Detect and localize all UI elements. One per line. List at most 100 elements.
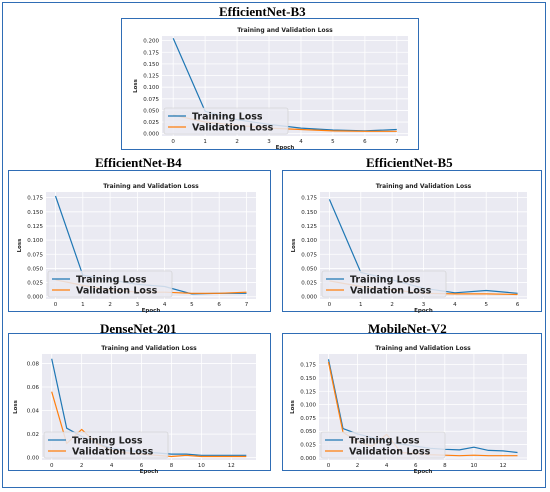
- legend-label: Validation Loss: [72, 447, 154, 458]
- y-tick-label: 0.06: [27, 385, 40, 391]
- chart-svg-efficientnet-b4: 0.000 0.025 0.050 0.075 0.100 0.125 0.150 0.175…: [17, 183, 256, 314]
- y-tick-label: 0.050: [301, 266, 317, 272]
- y-tick-label: 0.075: [301, 252, 317, 258]
- y-tick-label: 0.025: [301, 281, 317, 287]
- x-axis-label: Epoch: [142, 308, 161, 314]
- x-tick-label: 6: [217, 302, 221, 308]
- y-tick-label: 0.150: [27, 210, 43, 216]
- y-tick-label: 0.125: [143, 74, 159, 80]
- y-axis-label: Loss: [13, 399, 19, 414]
- x-axis-label: Epoch: [140, 469, 159, 475]
- x-tick-label: 6: [140, 463, 144, 469]
- x-tick-label: 2: [235, 139, 239, 145]
- y-tick-label: 0.04: [27, 409, 40, 415]
- chart-svg-efficientnet-b3: 0.000 0.025 0.050 0.075 0.100 0.125 0.150 0.175…: [133, 27, 408, 151]
- chart-panel-efficientnet-b4: 0.000 0.025 0.050 0.075 0.100 0.125 0.150 0.175…: [8, 170, 271, 314]
- panel-title-mobilenet-v2: MobileNet-V2: [368, 321, 447, 336]
- x-tick-label: 2: [108, 302, 112, 308]
- chart-panel-mobilenet-v2: 0.000 0.025 0.050 0.075 0.100 0.125 0.150 0.175…: [282, 333, 542, 475]
- legend-label: Training Loss: [350, 275, 421, 286]
- chart-panel-densenet-201: 0.00 0.02 0.04 0.06 0.08 0 2 4 6 8 10 12 Training an…: [8, 333, 271, 475]
- x-tick-label: 8: [443, 463, 447, 469]
- legend-label: Training Loss: [72, 436, 143, 447]
- chart-title: Training and Validation Loss: [101, 345, 197, 352]
- x-tick-label: 2: [80, 463, 84, 469]
- chart-svg-densenet-201: 0.00 0.02 0.04 0.06 0.08 0 2 4 6 8 10 12 Training an…: [13, 345, 256, 475]
- y-tick-label: 0.100: [27, 238, 43, 244]
- x-tick-label: 10: [470, 463, 477, 469]
- y-tick-label: 0.000: [27, 295, 43, 301]
- legend-box: [320, 431, 446, 459]
- chart-svg-efficientnet-b5: 0.000 0.025 0.050 0.075 0.100 0.125 0.150 0.175…: [291, 183, 527, 314]
- x-tick-label: 5: [484, 302, 488, 308]
- x-tick-label: 1: [203, 139, 207, 145]
- y-axis-label: Loss: [17, 238, 23, 253]
- legend-label: Training Loss: [192, 112, 263, 123]
- panel-title-efficientnet-b5: EfficientNet-B5: [366, 155, 453, 170]
- legend-label: Validation Loss: [192, 123, 274, 134]
- y-tick-label: 0.075: [27, 252, 43, 258]
- y-tick-label: 0.075: [143, 97, 159, 103]
- y-tick-label: 0.000: [301, 295, 317, 301]
- y-tick-label: 0.075: [300, 416, 316, 422]
- y-tick-label: 0.150: [143, 62, 159, 68]
- y-tick-label: 0.00: [27, 456, 40, 462]
- x-tick-label: 0: [54, 302, 58, 308]
- x-tick-label: 10: [198, 463, 205, 469]
- y-tick-label: 0.125: [27, 224, 43, 230]
- chart-title: Training and Validation Loss: [376, 183, 472, 190]
- y-tick-label: 0.000: [300, 456, 316, 462]
- legend-label: Validation Loss: [349, 447, 431, 458]
- chart-panel-efficientnet-b5: 0.000 0.025 0.050 0.075 0.100 0.125 0.150 0.175…: [282, 170, 542, 314]
- chart-panel-efficientnet-b3: 0.000 0.025 0.050 0.075 0.100 0.125 0.150 0.175…: [121, 18, 419, 151]
- x-tick-label: 12: [500, 463, 507, 469]
- y-tick-label: 0.175: [301, 196, 317, 202]
- x-tick-label: 2: [390, 302, 394, 308]
- y-tick-label: 0.100: [143, 85, 159, 91]
- x-tick-label: 4: [299, 139, 303, 145]
- y-tick-label: 0.175: [300, 363, 316, 369]
- x-tick-label: 0: [50, 463, 54, 469]
- legend-box: [163, 107, 289, 135]
- chart-title: Training and Validation Loss: [375, 345, 471, 352]
- x-tick-label: 5: [190, 302, 194, 308]
- y-tick-label: 0.025: [27, 281, 43, 287]
- x-tick-label: 8: [170, 463, 174, 469]
- x-tick-label: 6: [363, 139, 367, 145]
- x-tick-label: 3: [267, 139, 271, 145]
- y-tick-label: 0.000: [143, 132, 159, 138]
- y-tick-label: 0.150: [300, 376, 316, 382]
- y-axis-label: Loss: [291, 238, 297, 253]
- x-tick-label: 4: [110, 463, 114, 469]
- y-tick-label: 0.02: [27, 432, 39, 438]
- x-tick-label: 4: [453, 302, 457, 308]
- y-tick-label: 0.100: [301, 238, 317, 244]
- x-tick-label: 3: [136, 302, 140, 308]
- y-tick-label: 0.050: [143, 108, 159, 114]
- legend-label: Validation Loss: [76, 286, 158, 297]
- y-tick-label: 0.025: [143, 120, 159, 126]
- x-tick-label: 1: [81, 302, 85, 308]
- x-tick-label: 5: [331, 139, 335, 145]
- x-tick-label: 0: [171, 139, 175, 145]
- y-tick-label: 0.100: [300, 403, 316, 409]
- figure-frame: [2, 2, 546, 488]
- x-tick-label: 6: [414, 463, 418, 469]
- y-tick-label: 0.050: [300, 429, 316, 435]
- y-tick-label: 0.175: [143, 50, 159, 56]
- panel-title-densenet-201: DenseNet-201: [100, 321, 177, 336]
- x-axis-label: Epoch: [414, 469, 433, 475]
- x-tick-label: 7: [245, 302, 249, 308]
- x-tick-label: 4: [163, 302, 167, 308]
- chart-title: Training and Validation Loss: [103, 183, 199, 190]
- y-tick-label: 0.200: [143, 39, 159, 45]
- y-tick-label: 0.150: [301, 210, 317, 216]
- x-tick-label: 0: [327, 463, 331, 469]
- legend-label: Training Loss: [76, 275, 147, 286]
- chart-svg-mobilenet-v2: 0.000 0.025 0.050 0.075 0.100 0.125 0.150 0.175…: [290, 345, 527, 475]
- x-tick-label: 7: [395, 139, 399, 145]
- y-axis-label: Loss: [133, 78, 139, 93]
- x-tick-label: 4: [385, 463, 389, 469]
- legend-box: [43, 431, 169, 459]
- chart-title: Training and Validation Loss: [237, 27, 333, 34]
